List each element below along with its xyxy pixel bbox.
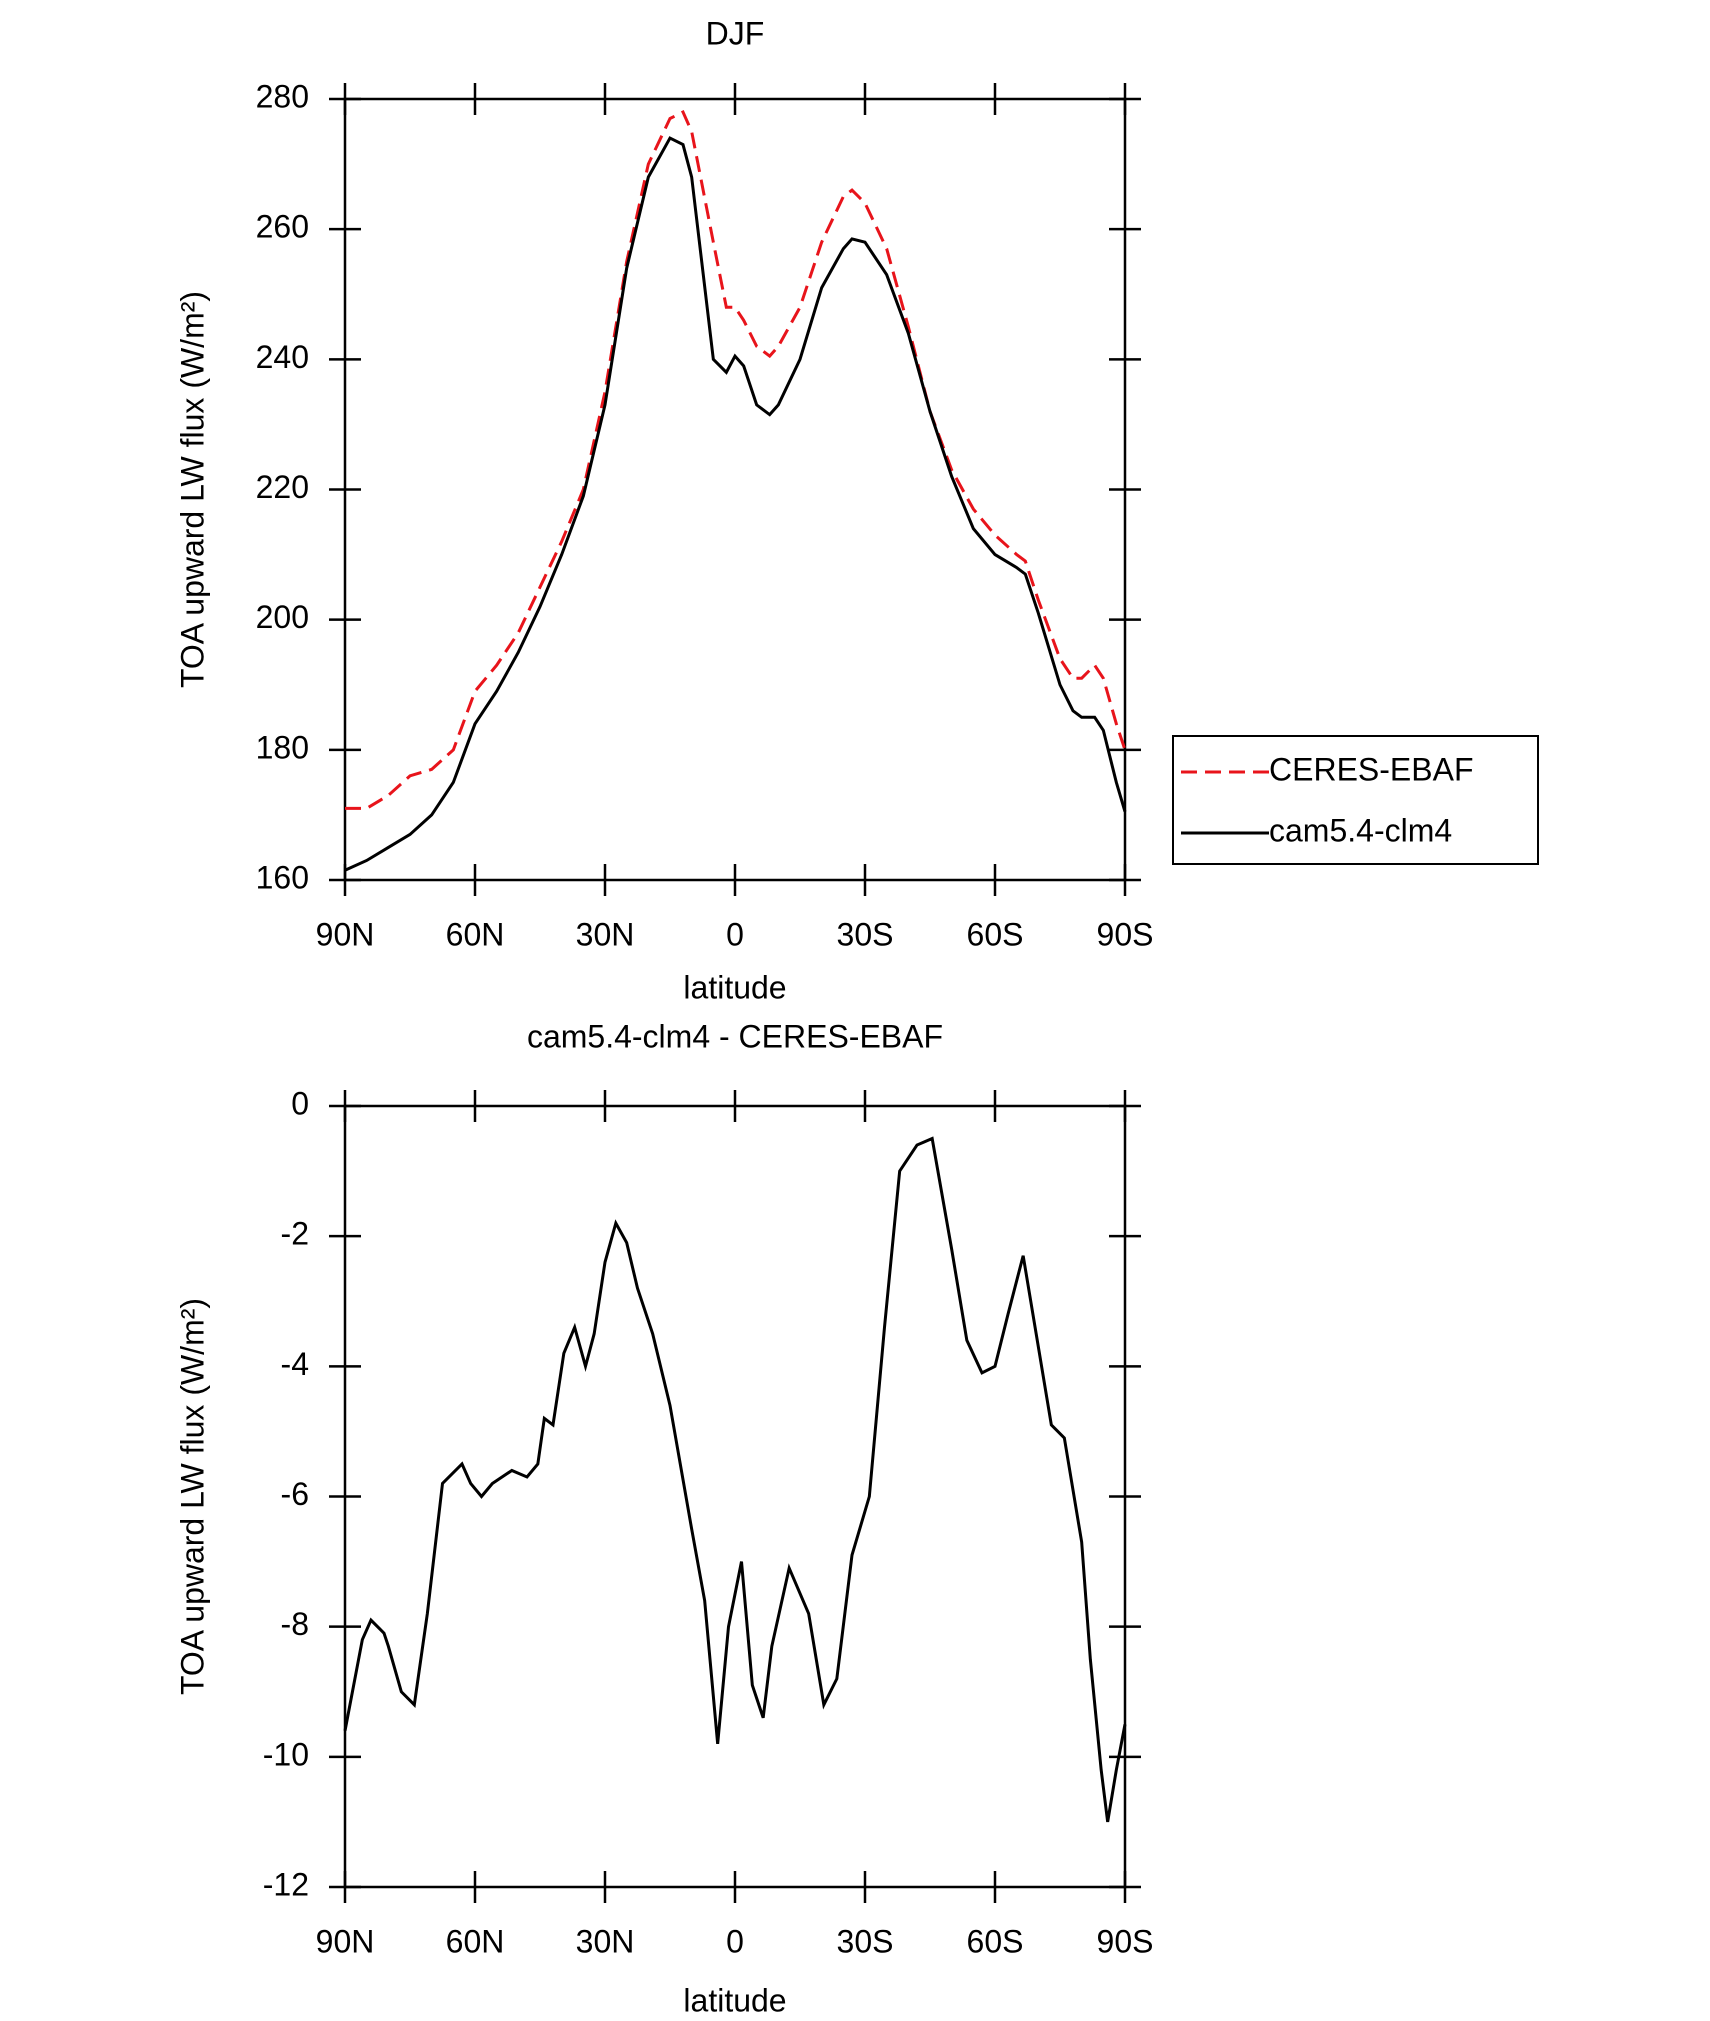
y-tick-label: -4 (281, 1346, 309, 1382)
x-tick-label: 60N (446, 916, 505, 952)
y-tick-label: 220 (256, 469, 309, 505)
x-tick-label: 30N (576, 916, 635, 952)
x-tick-label: 30S (837, 1923, 894, 1959)
y-tick-label: -2 (281, 1216, 309, 1252)
x-tick-label: 30N (576, 1923, 635, 1959)
chart-title: DJF (706, 15, 765, 51)
x-tick-label: 0 (726, 916, 744, 952)
x-tick-label: 60S (967, 916, 1024, 952)
x-tick-label: 90S (1097, 1923, 1154, 1959)
legend-label: cam5.4-clm4 (1269, 812, 1452, 848)
y-tick-label: 260 (256, 209, 309, 245)
data-line (345, 109, 1127, 810)
data-line (343, 1136, 1127, 1823)
x-tick-label: 0 (726, 1923, 744, 1959)
x-tick-label: 90N (316, 1923, 375, 1959)
plot-frame (343, 1104, 1127, 1889)
y-tick-label: -10 (263, 1736, 309, 1772)
legend-box (1172, 735, 1539, 865)
y-axis-label: TOA upward LW flux (W/m²) (174, 1298, 210, 1695)
x-tick-label: 60N (446, 1923, 505, 1959)
y-tick-label: -6 (281, 1476, 309, 1512)
data-line (344, 136, 1127, 872)
y-tick-label: 0 (291, 1085, 309, 1121)
x-tick-label: 90S (1097, 916, 1154, 952)
x-axis-label: latitude (683, 1982, 786, 2018)
x-axis-label: latitude (683, 969, 786, 1005)
y-tick-label: 180 (256, 729, 309, 765)
x-tick-label: 30S (837, 916, 894, 952)
y-tick-label: 200 (256, 599, 309, 635)
chart-title: cam5.4-clm4 - CERES-EBAF (527, 1018, 943, 1054)
y-axis-label: TOA upward LW flux (W/m²) (174, 291, 210, 688)
y-tick-label: 280 (256, 78, 309, 114)
x-tick-label: 60S (967, 1923, 1024, 1959)
y-tick-label: -8 (281, 1606, 309, 1642)
y-tick-label: -12 (263, 1866, 309, 1902)
x-tick-label: 90N (316, 916, 375, 952)
legend-label: CERES-EBAF (1269, 751, 1473, 787)
y-tick-label: 160 (256, 859, 309, 895)
y-tick-label: 240 (256, 339, 309, 375)
